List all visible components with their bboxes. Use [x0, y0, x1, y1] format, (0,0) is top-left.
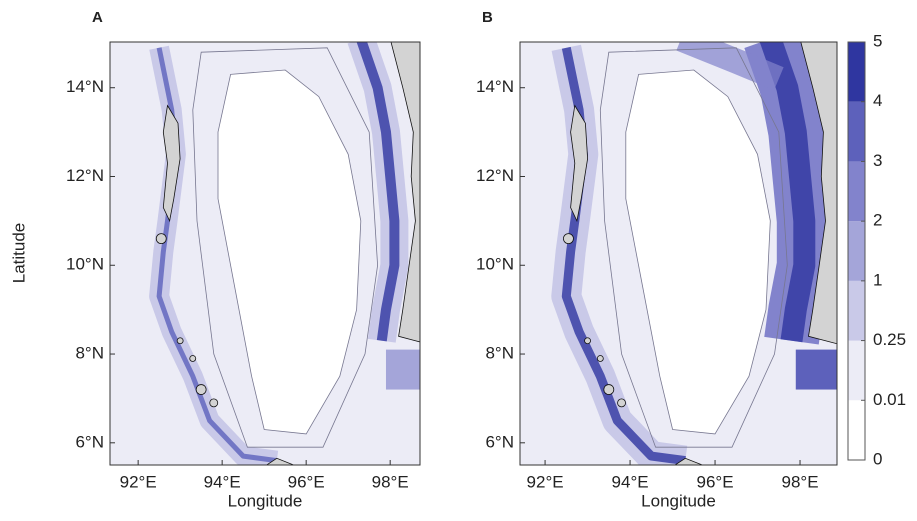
colorbar-tick-label: 5 — [873, 31, 882, 50]
island — [155, 233, 167, 245]
x-tick-label: 98°E — [782, 472, 819, 491]
y-tick-label: 10°N — [476, 255, 514, 274]
y-tick-label: 12°N — [66, 166, 104, 185]
colorbar-segment — [848, 42, 865, 102]
island — [596, 355, 604, 362]
colorbar-segment — [848, 221, 865, 281]
contour — [217, 69, 362, 435]
colorbar-segment — [848, 400, 865, 460]
colorbar-tick-label: 4 — [873, 91, 882, 110]
map-panel — [520, 42, 837, 465]
island — [176, 337, 184, 345]
colorbar-segment — [848, 101, 865, 162]
y-tick-label: 6°N — [485, 432, 514, 451]
island — [603, 384, 615, 395]
colorbar-tick-label: 3 — [873, 151, 882, 170]
island — [570, 104, 589, 223]
land — [265, 457, 295, 465]
colorbar-tick-label: 0 — [873, 449, 882, 468]
shelf-band — [676, 42, 784, 91]
island — [209, 398, 219, 408]
contour — [599, 47, 788, 448]
y-axis-label: Latitude — [9, 223, 28, 284]
shelf-core — [759, 42, 816, 343]
x-tick-label: 92°E — [527, 472, 564, 491]
land — [674, 457, 703, 465]
island — [617, 398, 626, 408]
x-axis-label: Longitude — [228, 491, 303, 510]
gulf-patch — [795, 349, 837, 390]
y-tick-label: 14°N — [66, 77, 104, 96]
shelf-core — [356, 42, 400, 342]
island — [162, 104, 181, 223]
y-tick-label: 12°N — [476, 166, 514, 185]
axes-frame — [519, 41, 838, 466]
island — [189, 355, 197, 362]
axes-frame — [109, 41, 421, 466]
colorbar-tick-label: 1 — [873, 270, 882, 289]
x-tick-label: 98°E — [372, 472, 409, 491]
contour — [625, 69, 771, 435]
y-tick-label: 10°N — [66, 255, 104, 274]
x-tick-label: 96°E — [697, 472, 734, 491]
colorbar-segment — [848, 280, 865, 341]
island — [195, 384, 207, 395]
colorbar-segment — [848, 340, 865, 401]
x-tick-label: 96°E — [288, 472, 325, 491]
colorbar-tick-label: 2 — [873, 211, 882, 230]
y-tick-label: 14°N — [476, 77, 514, 96]
x-tick-label: 94°E — [612, 472, 649, 491]
colorbar-tick-label: 0.25 — [873, 330, 906, 349]
y-tick-label: 6°N — [75, 432, 104, 451]
gulf-patch — [385, 349, 420, 390]
y-tick-label: 8°N — [75, 344, 104, 363]
contour — [192, 47, 379, 448]
y-tick-label: 8°N — [485, 344, 514, 363]
colorbar-segment — [848, 161, 865, 222]
x-axis-label: Longitude — [641, 491, 716, 510]
island — [563, 233, 574, 245]
low-region — [218, 70, 361, 434]
panel-label: B — [482, 9, 493, 26]
island — [584, 337, 591, 345]
land — [800, 42, 837, 345]
colorbar-tick-label: 0.01 — [873, 390, 906, 409]
map-panel — [110, 42, 420, 465]
x-tick-label: 94°E — [204, 472, 241, 491]
land — [390, 42, 420, 343]
x-tick-label: 92°E — [120, 472, 157, 491]
panel-label: A — [92, 9, 103, 26]
low-region — [625, 70, 771, 434]
colorbar-frame — [847, 41, 866, 461]
